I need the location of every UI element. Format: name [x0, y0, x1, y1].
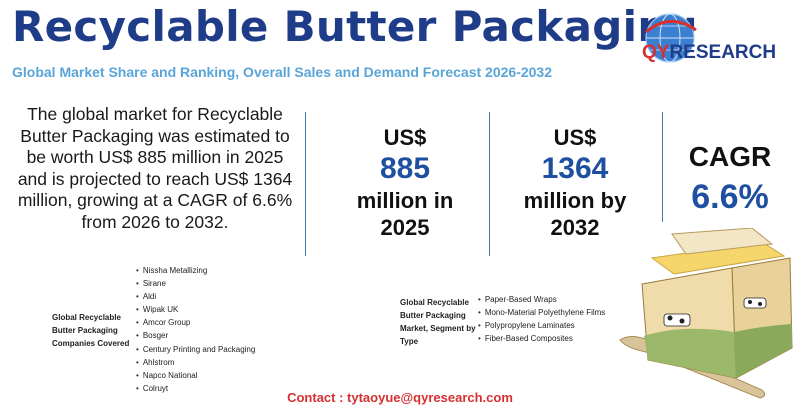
stat-2032-value: US$ 1364 million by 2032: [500, 124, 650, 241]
stat-currency: US$: [383, 125, 427, 150]
companies-list: Nissha Metallizing Sirane Aldi Wipak UK …: [136, 264, 256, 395]
companies-heading: Global Recyclable Butter Packaging Compa…: [52, 313, 130, 348]
list-item: Bosger: [136, 329, 255, 342]
list-item: Mono-Material Polyethylene Films: [478, 306, 606, 319]
divider: [489, 112, 490, 256]
list-item: Colruyt: [136, 382, 255, 395]
list-item: Ahlstrom: [136, 356, 255, 369]
list-item: Century Printing and Packaging: [136, 343, 256, 356]
list-item: Amcor Group: [136, 316, 255, 329]
stat-number: 6.6%: [691, 178, 769, 216]
segments-list: Paper-Based Wraps Mono-Material Polyethy…: [478, 293, 606, 345]
stat-caption: 2032: [550, 215, 600, 240]
list-item: Napco National: [136, 369, 255, 382]
list-item: Sirane: [136, 277, 255, 290]
segments-heading: Global Recyclable Butter Packaging Marke…: [400, 298, 476, 346]
stat-cagr: CAGR 6.6%: [666, 140, 794, 220]
list-item: Aldi: [136, 290, 255, 303]
list-item: Fiber-Based Composites: [478, 332, 605, 345]
stat-caption: million by: [523, 188, 627, 213]
list-item: Paper-Based Wraps: [478, 293, 605, 306]
stat-number: 885: [379, 152, 431, 185]
stat-currency: US$: [553, 125, 597, 150]
stat-label: CAGR: [688, 141, 772, 172]
logo-wordmark: QYRESEARCH: [642, 42, 777, 63]
divider: [305, 112, 306, 256]
page-title: Recyclable Butter Packaging: [12, 2, 698, 51]
list-item: Nissha Metallizing: [136, 264, 255, 277]
list-item: Wipak UK: [136, 303, 255, 316]
stat-2025-value: US$ 885 million in 2025: [330, 124, 480, 241]
stat-number: 1364: [541, 152, 609, 185]
stat-caption: 2025: [380, 215, 430, 240]
contact-info: Contact : tytaoyue@qyresearch.com: [287, 390, 513, 405]
butter-package-image: [619, 228, 793, 399]
page-subtitle: Global Market Share and Ranking, Overall…: [12, 64, 552, 80]
stat-caption: million in: [356, 188, 454, 213]
list-item: Polypropylene Laminates: [478, 319, 605, 332]
market-summary: The global market for Recyclable Butter …: [17, 104, 293, 232]
divider: [662, 112, 663, 222]
globe-icon: [645, 13, 697, 63]
